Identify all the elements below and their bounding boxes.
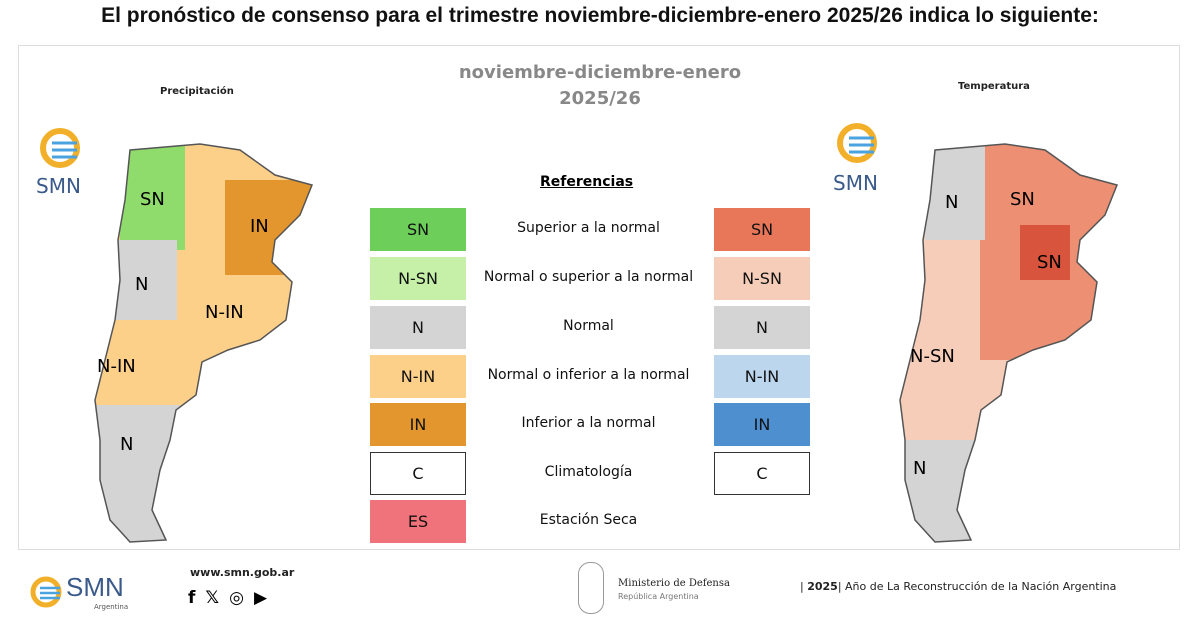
legend-label: Normal o superior a la normal xyxy=(483,269,694,285)
legend-title: Referencias xyxy=(540,174,634,190)
svg-text:N: N xyxy=(913,458,926,479)
svg-text:N-IN: N-IN xyxy=(205,302,244,323)
legend-precip-swatch: ES xyxy=(370,500,466,543)
instagram-icon[interactable]: ◎ xyxy=(229,588,244,608)
legend-temp-swatch: SN xyxy=(714,208,810,251)
svg-text:SN: SN xyxy=(140,189,165,210)
footer-smn-text: SMN xyxy=(66,572,124,602)
legend-label: Normal o inferior a la normal xyxy=(487,367,690,383)
legend-label: Climatología xyxy=(544,464,633,480)
legend-temp-swatch: N xyxy=(714,306,810,349)
legend-label: Superior a la normal xyxy=(517,220,660,236)
forecast-panel xyxy=(18,45,1180,550)
ministry-seal-icon xyxy=(578,562,604,614)
maps-svg: SMN SMN SN IN N N-IN N-IN N N SN SN N-SN… xyxy=(36,123,1118,543)
precipitation-map: SN IN N N-IN N-IN N xyxy=(94,143,313,543)
smn-logo-right: SMN xyxy=(833,123,878,195)
legend-temp-swatch: N-SN xyxy=(714,257,810,300)
ministry-sub: República Argentina xyxy=(618,592,699,601)
legend-temp-swatch: N-IN xyxy=(714,355,810,398)
svg-text:N-SN: N-SN xyxy=(910,346,955,367)
svg-text:SN: SN xyxy=(1010,189,1035,210)
temp-map-title: Temperatura xyxy=(958,81,1030,92)
svg-text:N-IN: N-IN xyxy=(97,356,136,377)
svg-text:SN: SN xyxy=(1037,252,1062,273)
legend-label: Inferior a la normal xyxy=(521,415,656,431)
legend-precip-swatch: N xyxy=(370,306,466,349)
precip-map-title: Precipitación xyxy=(160,86,234,97)
legend-temp-swatch: IN xyxy=(714,403,810,446)
smn-logo-left: SMN xyxy=(36,128,81,198)
svg-text:SMN: SMN xyxy=(833,171,878,195)
period-line1: noviembre-diciembre-enero xyxy=(458,62,742,83)
page-title: El pronóstico de consenso para el trimes… xyxy=(101,4,1099,27)
ministry-name: Ministerio de Defensa xyxy=(618,578,730,589)
legend-precip-swatch: N-IN xyxy=(370,355,466,398)
facebook-icon[interactable]: f xyxy=(188,588,196,608)
svg-text:IN: IN xyxy=(250,216,269,237)
legend-label: Estación Seca xyxy=(539,512,638,528)
legend-precip-swatch: C xyxy=(370,452,466,495)
footer-smn-sub: Argentina xyxy=(94,603,129,611)
footer-motto: | 2025| Año de La Reconstrucción de la N… xyxy=(800,580,1117,593)
legend-temp-swatch: C xyxy=(714,452,810,495)
legend-precip-swatch: N-SN xyxy=(370,257,466,300)
svg-text:N: N xyxy=(135,274,148,295)
svg-text:N: N xyxy=(945,192,958,213)
legend-label: Normal xyxy=(563,318,614,334)
svg-text:N: N xyxy=(120,434,133,455)
youtube-icon[interactable]: ▶ xyxy=(253,588,268,608)
temperature-map: N SN SN N-SN N xyxy=(899,143,1118,543)
legend-precip-swatch: SN xyxy=(370,208,466,251)
x-icon[interactable]: 𝕏 xyxy=(205,588,220,608)
footer-url[interactable]: www.smn.gob.ar xyxy=(190,566,295,579)
period-line2: 2025/26 xyxy=(559,88,641,109)
social-icons: f 𝕏 ◎ ▶ xyxy=(188,588,267,608)
footer-smn-logo xyxy=(28,572,68,616)
smn-text: SMN xyxy=(36,174,81,198)
legend-precip-swatch: IN xyxy=(370,403,466,446)
